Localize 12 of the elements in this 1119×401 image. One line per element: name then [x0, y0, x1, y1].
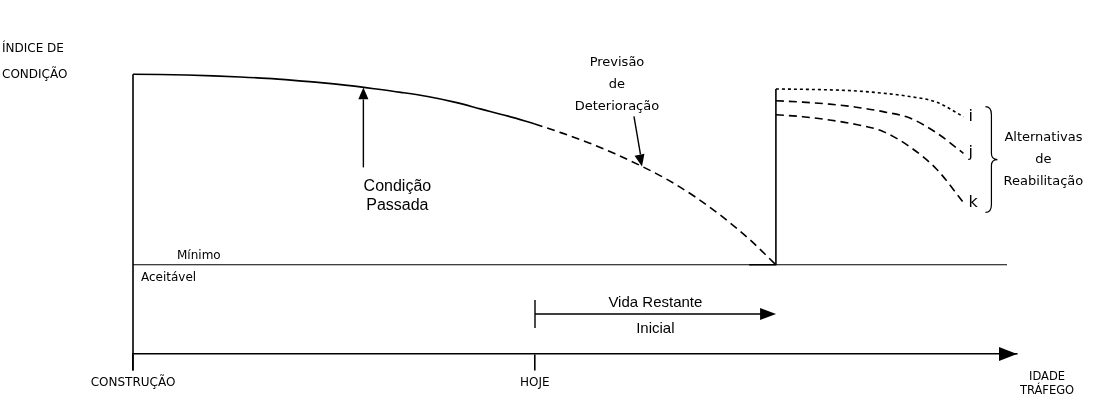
series-label: i: [968, 105, 973, 125]
annotation: Previsão de Deterioração: [574, 54, 660, 114]
annotation: Vida Restante Inicial: [608, 292, 703, 336]
annotation: Alternativas de Reabilitação: [1003, 128, 1084, 188]
x-tick-label: CONSTRUÇÃO: [90, 373, 176, 389]
x-tick-label: HOJE: [520, 374, 550, 389]
x-axis-title: IDADE TRÁFEGO: [1018, 369, 1075, 398]
ref-line-label: Mínimo Aceitável: [141, 247, 221, 284]
series-label: j: [967, 142, 973, 162]
y-axis-title: ÍNDICE DE CONDIÇÃO: [2, 40, 68, 82]
annotation: Condição Passada: [363, 177, 432, 214]
series-label: k: [968, 191, 979, 211]
